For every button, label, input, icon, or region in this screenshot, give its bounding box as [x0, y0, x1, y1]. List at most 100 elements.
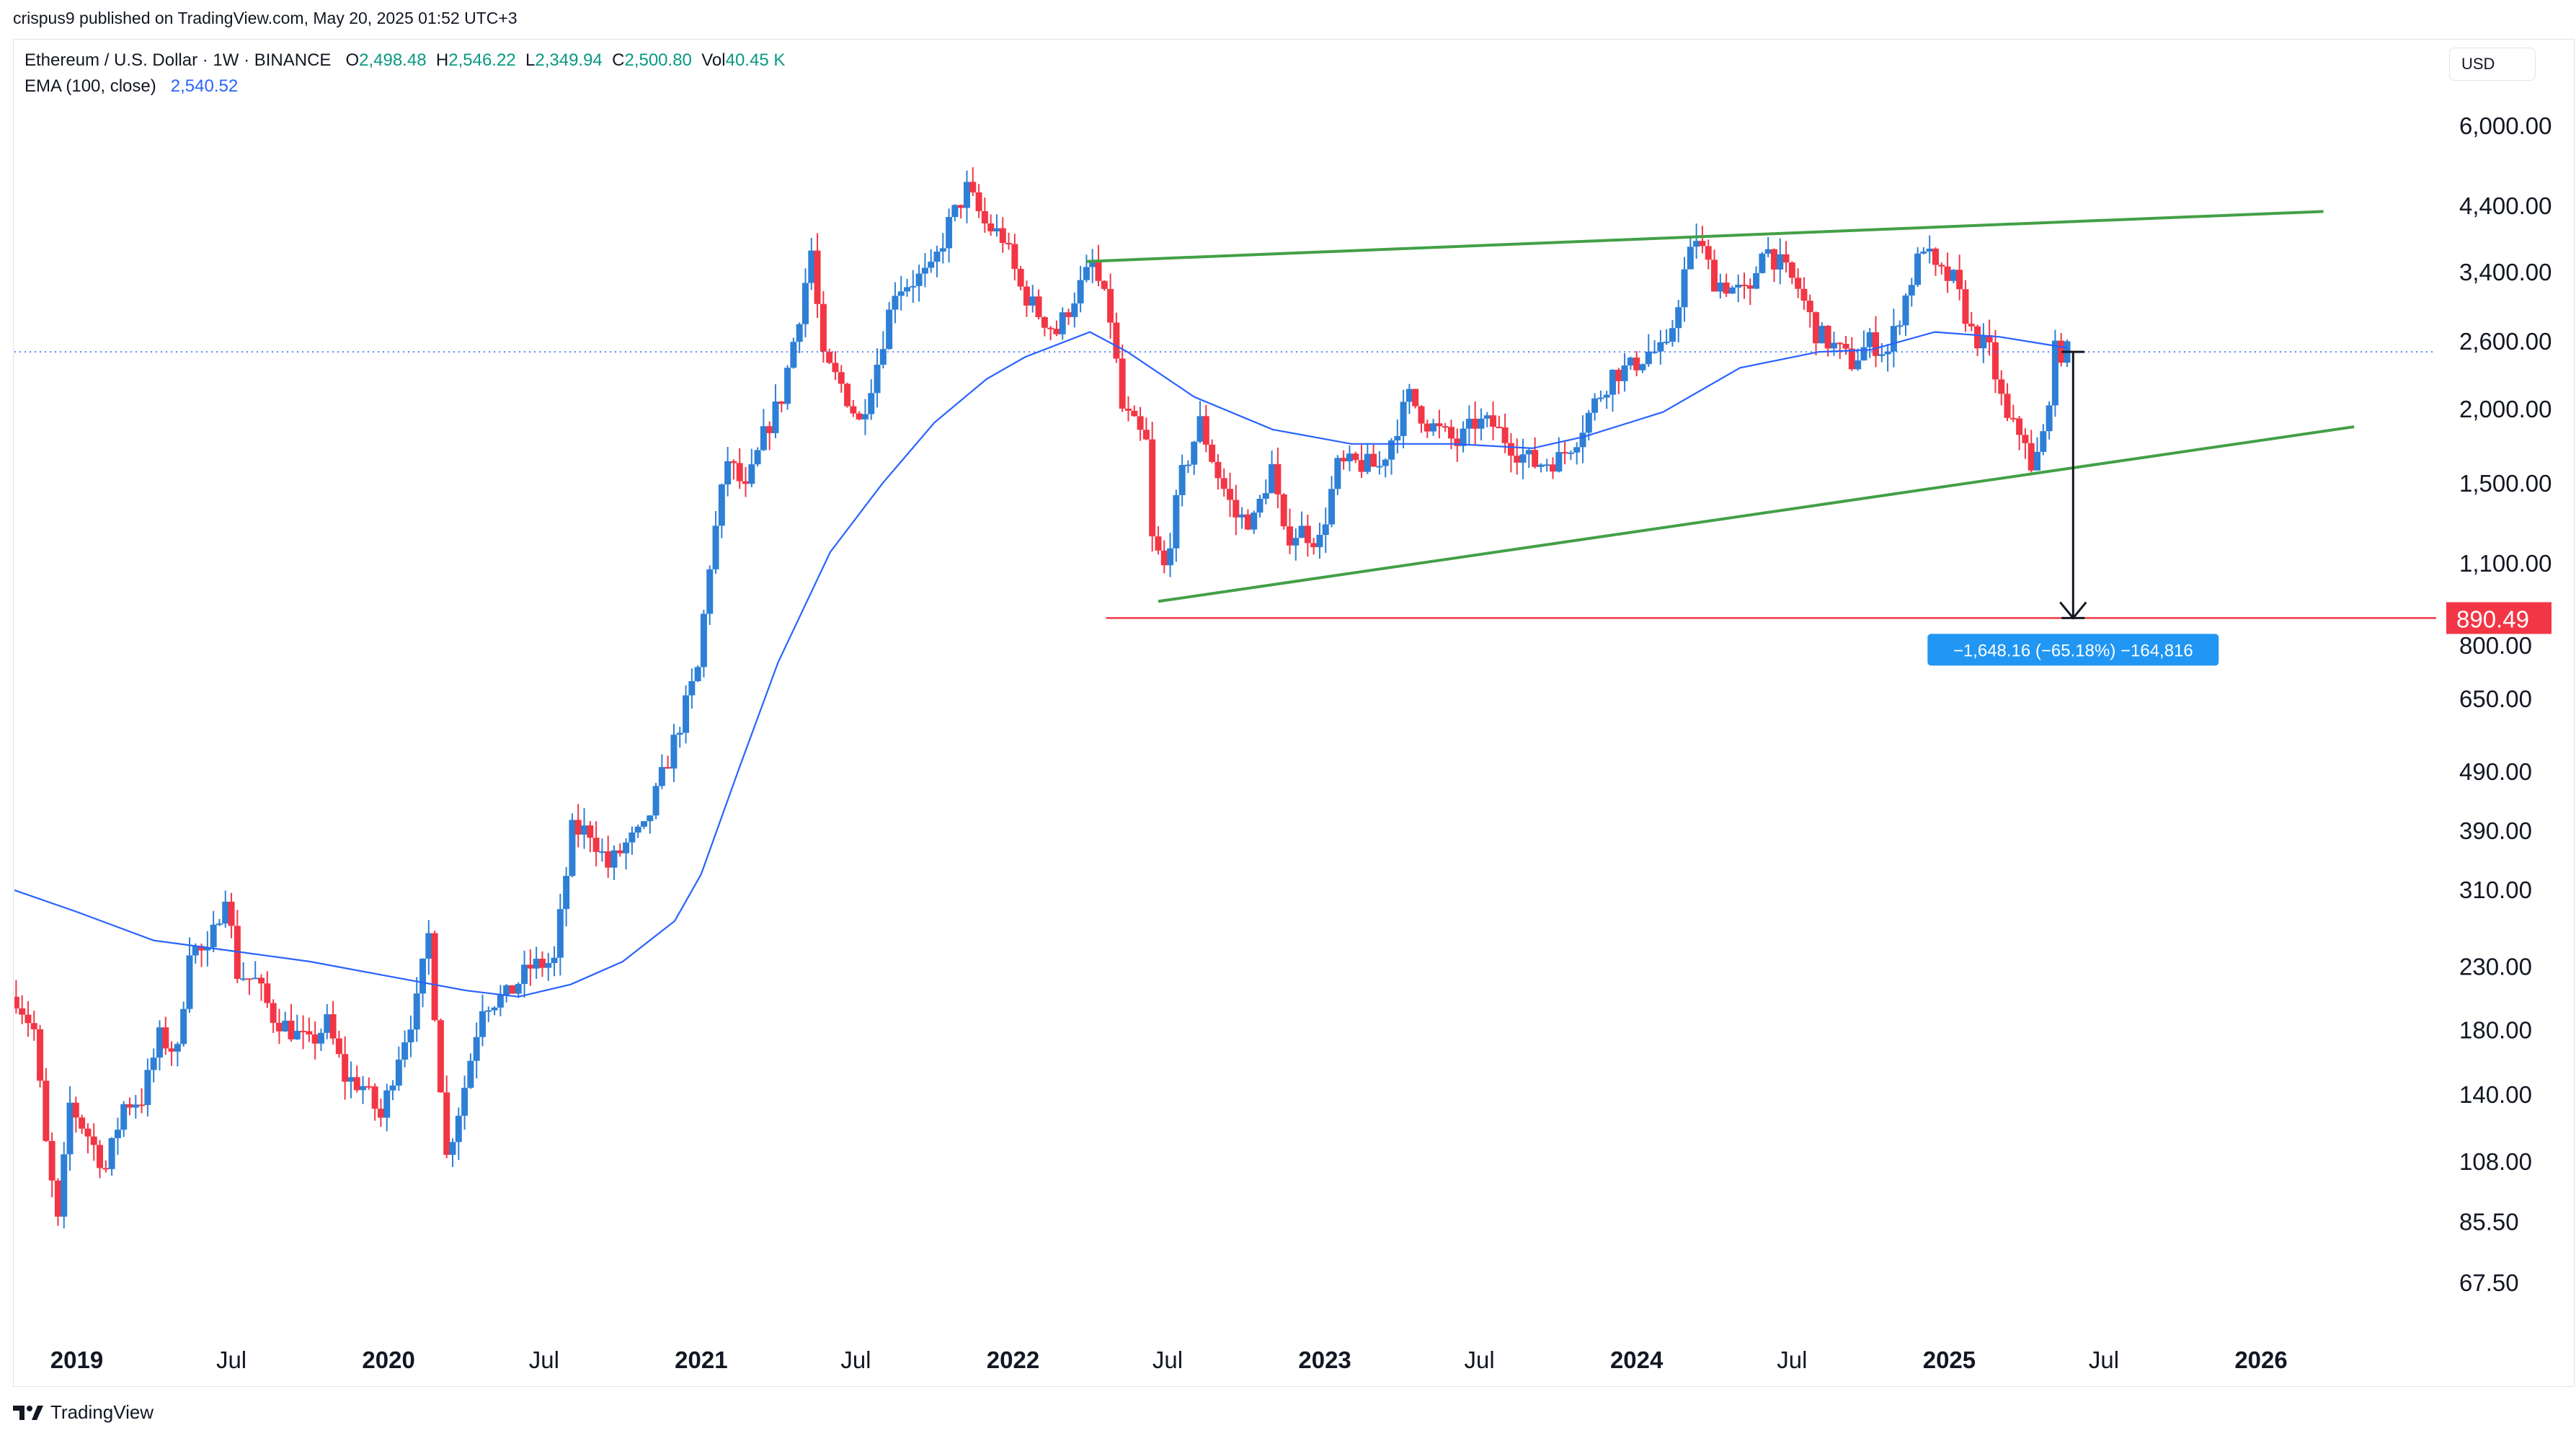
candle-body	[1878, 354, 1886, 356]
candle-body	[1370, 453, 1377, 467]
candle-body	[957, 205, 964, 208]
candle-body	[1657, 342, 1664, 352]
candle-body	[114, 1130, 121, 1139]
candle-body	[1920, 251, 1927, 254]
candle-body	[25, 1014, 32, 1024]
candle-body	[1089, 262, 1096, 267]
candle-body	[1974, 326, 1981, 349]
candle-body	[939, 248, 946, 252]
candle-body	[1609, 369, 1616, 395]
chart-legend: Ethereum / U.S. Dollar · 1W · BINANCE O2…	[25, 48, 785, 99]
candle-body	[1627, 358, 1634, 365]
y-tick-label: 1,500.00	[2459, 470, 2551, 497]
candle-body	[868, 393, 875, 414]
published-caption: crispus9 published on TradingView.com, M…	[13, 9, 518, 27]
candle-body	[1238, 514, 1245, 518]
candle-body	[198, 946, 205, 951]
x-tick-label: 2021	[675, 1347, 727, 1373]
candle-body	[222, 901, 229, 924]
candle-body	[820, 303, 827, 352]
candle-body	[449, 1142, 456, 1155]
candle-body	[1764, 249, 1772, 254]
low-value: 2,349.94	[535, 50, 603, 70]
candle-body	[1532, 450, 1539, 467]
y-tick-label: 2,000.00	[2459, 396, 2551, 422]
tradingview-footer[interactable]: TradingView	[13, 1401, 154, 1424]
candle-body	[138, 1104, 146, 1106]
candle-body	[1167, 548, 1174, 566]
candle-body	[629, 832, 636, 843]
candle-body	[1196, 416, 1204, 442]
candle-body	[264, 983, 271, 1003]
ema-label[interactable]: EMA (100, close)	[25, 76, 156, 96]
candle-body	[347, 1077, 355, 1082]
symbol-label[interactable]: Ethereum / U.S. Dollar · 1W · BINANCE	[25, 50, 332, 70]
candle-body	[1908, 285, 1915, 296]
y-tick-label: 230.00	[2459, 954, 2532, 980]
candle-body	[1806, 301, 1813, 313]
candle-body	[1340, 458, 1347, 461]
support-price-badge	[2446, 602, 2551, 634]
candle-body	[1543, 464, 1550, 466]
y-tick-label: 85.50	[2459, 1209, 2519, 1235]
candle-body	[275, 1022, 283, 1032]
y-tick-label: 650.00	[2459, 686, 2532, 712]
candle-body	[1490, 415, 1497, 427]
candle-body	[563, 876, 570, 910]
candle-body	[156, 1027, 163, 1058]
candle-body	[999, 228, 1006, 244]
candle-body	[395, 1060, 402, 1086]
x-tick-label: Jul	[1777, 1347, 1807, 1373]
candle-body	[144, 1070, 151, 1105]
candle-body	[592, 838, 600, 852]
candle-body	[66, 1102, 74, 1155]
candle-body	[1998, 379, 2005, 394]
x-tick-label: 2019	[50, 1347, 103, 1373]
x-tick-label: 2024	[1610, 1347, 1664, 1373]
candle-body	[1669, 328, 1676, 342]
candle-body	[1717, 283, 1724, 292]
candle-body	[2022, 435, 2029, 443]
candle-body	[1430, 423, 1437, 432]
candle-body	[1525, 450, 1532, 455]
candle-body	[43, 1081, 50, 1141]
candle-body	[389, 1085, 396, 1091]
candle-body	[383, 1090, 391, 1118]
candle-body	[760, 426, 767, 451]
candle-body	[1447, 427, 1454, 439]
candle-body	[2034, 451, 2041, 471]
candle-body	[2004, 394, 2011, 418]
y-tick-label: 6,000.00	[2459, 112, 2551, 139]
y-tick-label: 1,100.00	[2459, 550, 2551, 577]
plot-area	[14, 167, 2436, 1228]
candle-body	[1131, 410, 1138, 417]
ema-row: EMA (100, close) 2,540.52	[25, 74, 785, 99]
y-tick-label: 310.00	[2459, 877, 2532, 903]
candle-body	[826, 351, 833, 363]
candle-body	[1991, 342, 1999, 380]
candle-body	[1017, 269, 1024, 287]
close-value: 2,500.80	[624, 50, 692, 70]
x-tick-label: Jul	[216, 1347, 247, 1373]
currency-button[interactable]: USD	[2449, 48, 2536, 81]
candle-body	[1400, 401, 1407, 436]
candle-body	[1914, 253, 1922, 285]
candle-body	[652, 786, 659, 816]
candle-body	[915, 273, 923, 286]
candle-body	[461, 1088, 468, 1116]
candle-body	[293, 1031, 301, 1039]
candle-body	[353, 1077, 360, 1091]
chart-frame[interactable]	[13, 39, 2575, 1387]
candle-body	[1047, 327, 1054, 329]
y-tick-label: 490.00	[2459, 758, 2532, 785]
candle-body	[1101, 280, 1108, 289]
candle-body	[1800, 288, 1808, 301]
candle-body	[431, 933, 438, 1021]
candle-body	[1735, 284, 1742, 288]
candle-body	[1035, 296, 1042, 318]
candle-body	[616, 850, 623, 853]
candle-body	[1591, 398, 1599, 413]
candle-body	[300, 1031, 307, 1033]
candle-body	[634, 826, 641, 833]
